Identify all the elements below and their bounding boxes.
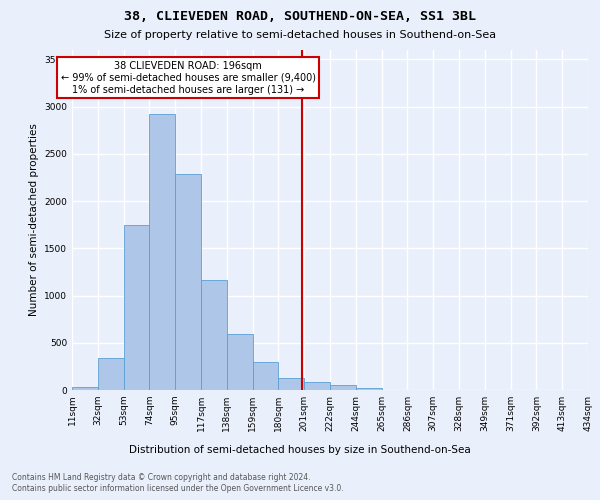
Bar xyxy=(175,174,201,390)
Bar xyxy=(304,382,330,390)
Text: Distribution of semi-detached houses by size in Southend-on-Sea: Distribution of semi-detached houses by … xyxy=(129,445,471,455)
Y-axis label: Number of semi-detached properties: Number of semi-detached properties xyxy=(29,124,38,316)
Bar xyxy=(253,362,278,390)
Bar xyxy=(98,358,124,390)
Text: Contains HM Land Registry data © Crown copyright and database right 2024.: Contains HM Land Registry data © Crown c… xyxy=(12,472,311,482)
Bar xyxy=(124,224,149,390)
Bar xyxy=(227,334,253,390)
Bar xyxy=(278,378,304,390)
Text: 38, CLIEVEDEN ROAD, SOUTHEND-ON-SEA, SS1 3BL: 38, CLIEVEDEN ROAD, SOUTHEND-ON-SEA, SS1… xyxy=(124,10,476,23)
Text: Contains public sector information licensed under the Open Government Licence v3: Contains public sector information licen… xyxy=(12,484,344,493)
Bar xyxy=(149,114,175,390)
Bar xyxy=(72,387,98,390)
Text: 38 CLIEVEDEN ROAD: 196sqm
← 99% of semi-detached houses are smaller (9,400)
1% o: 38 CLIEVEDEN ROAD: 196sqm ← 99% of semi-… xyxy=(61,62,316,94)
Text: Size of property relative to semi-detached houses in Southend-on-Sea: Size of property relative to semi-detach… xyxy=(104,30,496,40)
Bar xyxy=(330,385,356,390)
Bar xyxy=(201,280,227,390)
Bar xyxy=(356,388,382,390)
